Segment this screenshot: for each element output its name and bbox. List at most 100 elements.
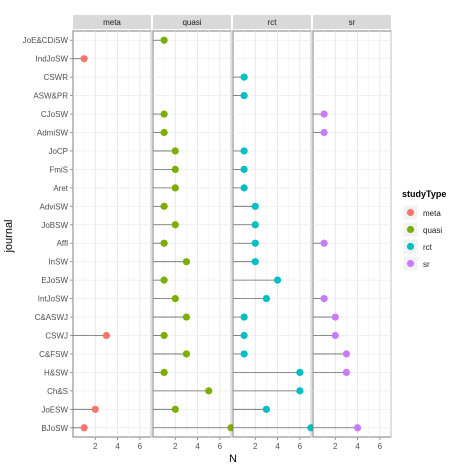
legend-swatch [406, 208, 415, 217]
y-tick-label: C&ASWJ [35, 313, 68, 322]
y-tick-label: EJoSW [41, 276, 68, 285]
y-tick-label: FmiS [49, 165, 68, 174]
y-tick-label: CSWJ [45, 332, 68, 341]
data-point [160, 331, 168, 340]
y-tick-label: JoCP [48, 147, 68, 156]
x-tick-label: 2 [333, 442, 338, 451]
y-tick-label: AdmiSW [37, 129, 69, 138]
data-point [273, 276, 282, 284]
y-tick-label: InSW [48, 258, 68, 267]
facet-strip-label: quasi [182, 18, 201, 27]
x-tick-label: 4 [355, 442, 360, 451]
data-point [182, 313, 191, 321]
x-tick-label: 4 [195, 442, 200, 451]
panel-background [72, 30, 152, 438]
data-point [91, 405, 99, 413]
data-point [171, 184, 179, 192]
y-tick-label: BJoSW [41, 424, 68, 433]
y-tick-label: Aret [53, 184, 68, 193]
facet-panel-sr: sr [312, 15, 392, 438]
data-point [171, 405, 179, 413]
y-tick-label: JoE&CDiSW [23, 36, 69, 45]
x-tick-label: 6 [138, 442, 143, 451]
facet-panel-rct: rct [232, 15, 315, 438]
data-point [171, 165, 179, 174]
data-point [80, 55, 88, 63]
data-point [160, 276, 168, 284]
data-point [171, 221, 179, 229]
data-point [80, 424, 88, 432]
data-point [240, 184, 248, 192]
data-point [320, 110, 328, 118]
y-tick-label: Ch&S [47, 387, 68, 396]
data-point [240, 73, 248, 81]
facet-strip [233, 15, 311, 29]
legend-label: quasi [423, 226, 442, 235]
facet-panel-meta: meta [72, 15, 152, 438]
data-point [160, 202, 168, 210]
data-point [240, 147, 248, 155]
y-tick-label: H&SW [44, 368, 68, 377]
x-tick-label: 2 [173, 442, 178, 451]
y-tick-label: AdviSW [40, 202, 69, 211]
data-point [251, 239, 259, 247]
facet-strip-label: sr [349, 18, 356, 27]
data-point [205, 387, 213, 395]
data-point [251, 202, 259, 210]
data-point [240, 313, 248, 321]
y-tick-label: C&FSW [39, 350, 68, 359]
y-tick-label: IndJoSW [36, 55, 69, 64]
legend-label: meta [423, 209, 441, 218]
legend-title: studyType [402, 189, 446, 199]
panel-background [312, 30, 392, 438]
data-point [240, 350, 248, 358]
data-point [240, 165, 248, 174]
facet-strip [313, 15, 391, 29]
y-tick-label: Affl [57, 239, 69, 248]
facet-panels: meta quasi rct sr [72, 15, 392, 438]
data-point [160, 36, 168, 44]
y-axis-title: journal [3, 219, 15, 253]
data-point [353, 424, 362, 432]
data-point [320, 239, 328, 247]
data-point [331, 313, 339, 321]
x-axis: 2 4 6 2 4 6 2 4 6 2 4 6 [93, 437, 383, 451]
panel-background [152, 30, 232, 438]
legend-label: sr [423, 260, 430, 269]
data-point [296, 368, 304, 377]
data-point [182, 350, 191, 358]
data-point [342, 350, 351, 358]
y-tick-label: JoESW [41, 405, 68, 414]
data-point [262, 294, 271, 303]
data-point [182, 258, 191, 266]
legend-swatch [406, 242, 415, 251]
y-tick-label: ASW&PR [33, 92, 68, 101]
data-point [160, 368, 168, 377]
facet-strip [153, 15, 231, 29]
data-point [320, 294, 328, 303]
x-tick-label: 6 [218, 442, 223, 451]
x-tick-label: 2 [93, 442, 98, 451]
data-point [251, 221, 259, 229]
legend-swatch [406, 225, 415, 234]
data-point [331, 331, 339, 340]
facet-strip [73, 15, 151, 29]
data-point [251, 258, 259, 266]
data-point [160, 239, 168, 247]
y-axis: JoE&CDiSW IndJoSW CSWR ASW&PR CJoSW AdmiSW JoC… [23, 36, 73, 433]
y-tick-label: CSWR [44, 73, 69, 82]
data-point [160, 110, 168, 118]
data-point [102, 331, 111, 340]
data-point [171, 147, 179, 155]
data-point [240, 331, 248, 340]
data-point [296, 387, 304, 395]
facet-strip-label: rct [268, 18, 278, 27]
data-point [262, 405, 271, 413]
data-point [342, 368, 351, 377]
data-point [240, 91, 248, 100]
y-tick-label: CJoSW [41, 110, 69, 119]
x-tick-label: 6 [378, 442, 383, 451]
data-point [320, 128, 328, 137]
facet-panel-quasi: quasi [152, 15, 235, 438]
